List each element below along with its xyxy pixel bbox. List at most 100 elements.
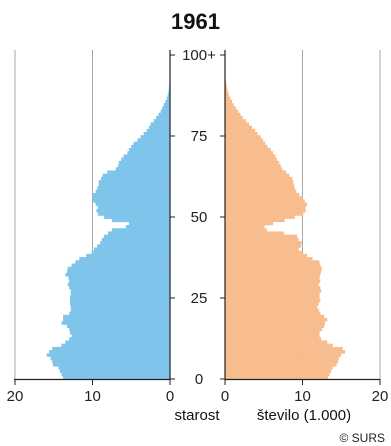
bar-left-age-16 (66, 324, 170, 329)
bar-left-age-5 (52, 359, 171, 364)
bar-left-age-77 (146, 128, 170, 133)
bar-right-age-11 (225, 340, 328, 345)
bar-left-age-52 (96, 208, 170, 213)
bar-right-age-33 (225, 269, 322, 274)
bar-left-age-42 (100, 241, 170, 245)
bar-right-age-91 (225, 83, 227, 88)
bar-right-age-76 (225, 131, 258, 136)
bar-right-age-34 (225, 266, 322, 271)
bar-right-age-70 (225, 151, 274, 155)
bar-left-age-21 (70, 308, 170, 312)
bar-right-age-0 (225, 375, 329, 380)
bar-left-age-32 (65, 273, 170, 277)
bar-right-age-65 (225, 167, 283, 171)
bars-left-series (46, 55, 171, 380)
bar-left-age-24 (70, 298, 170, 303)
bar-right-age-23 (225, 302, 319, 306)
bar-right-age-20 (225, 311, 321, 316)
x-tick-label-left-20: 20 (7, 388, 24, 405)
bar-right-age-27 (225, 289, 322, 293)
x-tick-label-left-0: 0 (166, 388, 174, 405)
bar-right-age-18 (225, 318, 328, 322)
bar-left-age-44 (104, 234, 170, 239)
bar-left-age-49 (111, 218, 170, 223)
bar-right-age-3 (225, 366, 333, 370)
x-axis-label: število (1.000) (257, 407, 351, 424)
bar-left-age-9 (52, 346, 171, 351)
bar-left-age-31 (68, 276, 170, 280)
bar-right-age-56 (225, 196, 303, 200)
bar-right-age-16 (225, 324, 325, 329)
bar-left-age-3 (58, 366, 170, 370)
bar-left-age-51 (97, 212, 170, 216)
x-tick-label-left-10: 10 (84, 388, 101, 405)
bar-right-age-9 (225, 346, 343, 351)
bar-right-age-66 (225, 164, 281, 168)
bar-right-age-13 (225, 334, 320, 338)
bar-left-age-7 (46, 353, 170, 357)
bar-right-age-4 (225, 362, 337, 367)
bar-left-age-34 (67, 266, 170, 271)
bar-right-age-62 (225, 176, 293, 181)
bar-right-age-15 (225, 327, 322, 332)
bar-right-age-29 (225, 282, 319, 287)
chart-title: 1961 (171, 9, 220, 34)
bar-left-age-40 (94, 247, 170, 252)
bar-left-age-8 (49, 350, 170, 354)
bar-left-age-26 (70, 292, 170, 296)
bar-left-age-4 (52, 362, 170, 367)
bar-left-age-54 (95, 202, 170, 207)
bar-right-age-84 (225, 106, 236, 110)
bar-right-age-78 (225, 125, 253, 130)
y-tick-label-25: 25 (191, 290, 208, 307)
y-tick-label-75: 75 (191, 128, 208, 145)
bar-left-age-85 (163, 103, 170, 107)
bar-left-age-15 (69, 327, 170, 332)
bar-right-age-74 (225, 138, 263, 142)
bar-right-age-58 (225, 189, 297, 194)
bar-right-age-79 (225, 122, 250, 126)
bar-left-age-36 (75, 260, 170, 264)
bar-right-age-88 (225, 93, 229, 98)
bar-right-age-71 (225, 148, 271, 152)
bar-left-age-78 (149, 125, 170, 130)
bar-right-age-39 (225, 250, 302, 255)
bar-left-age-72 (131, 144, 170, 149)
bar-right-age-12 (225, 337, 322, 341)
bar-left-age-83 (160, 109, 170, 114)
bar-left-age-17 (61, 321, 170, 325)
bar-left-age-2 (59, 369, 171, 373)
y-tick-label-50: 50 (191, 209, 208, 226)
bar-right-age-86 (225, 99, 232, 104)
bar-right-age-40 (225, 247, 299, 252)
bar-right-age-83 (225, 109, 239, 114)
bar-right-age-53 (225, 205, 306, 210)
bar-left-age-71 (128, 148, 170, 152)
bar-right-age-49 (225, 218, 285, 223)
tick-labels: 20 10 0 0 10 20 0 25 50 75 100+ (7, 47, 389, 405)
bar-right-age-48 (225, 221, 274, 226)
bar-right-age-7 (225, 353, 342, 357)
bar-right-age-51 (225, 212, 304, 216)
bar-left-age-82 (158, 112, 170, 117)
bar-right-age-82 (225, 112, 241, 117)
bar-left-age-65 (115, 167, 170, 171)
bar-left-age-23 (70, 302, 170, 306)
bar-left-age-66 (118, 164, 170, 168)
y-axis-label: starost (174, 407, 220, 424)
bar-right-age-32 (225, 273, 321, 277)
bar-left-age-61 (98, 180, 170, 184)
bar-right-age-60 (225, 183, 294, 187)
bar-left-age-56 (92, 196, 170, 200)
bar-right-age-44 (225, 234, 298, 239)
bar-right-age-21 (225, 308, 319, 312)
bar-left-age-53 (97, 205, 170, 210)
bar-left-age-80 (153, 119, 170, 123)
bar-left-age-22 (70, 305, 170, 309)
bar-left-age-79 (150, 122, 170, 126)
bar-right-age-42 (225, 241, 302, 245)
bar-left-age-58 (95, 189, 170, 194)
bar-right-age-67 (225, 160, 280, 165)
bar-right-age-85 (225, 103, 234, 107)
